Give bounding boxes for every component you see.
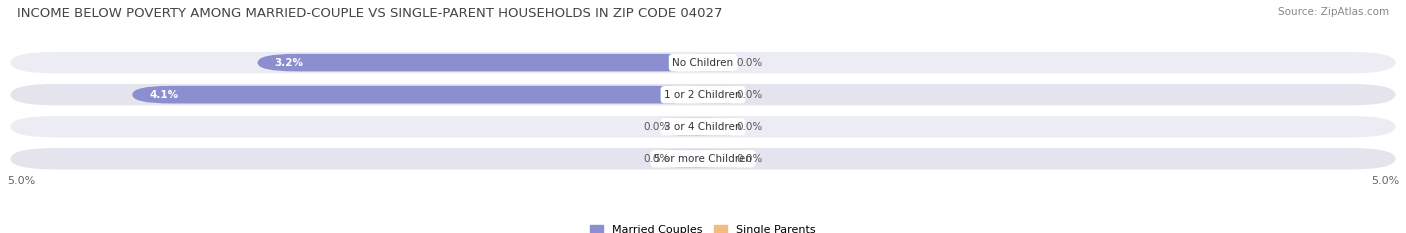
Text: 0.0%: 0.0%	[737, 90, 762, 100]
FancyBboxPatch shape	[690, 86, 741, 103]
Text: 0.0%: 0.0%	[737, 154, 762, 164]
Text: 1 or 2 Children: 1 or 2 Children	[664, 90, 742, 100]
FancyBboxPatch shape	[690, 118, 741, 136]
FancyBboxPatch shape	[665, 150, 716, 168]
Text: 5.0%: 5.0%	[1371, 176, 1399, 186]
Text: 3 or 4 Children: 3 or 4 Children	[664, 122, 742, 132]
Text: 5.0%: 5.0%	[7, 176, 35, 186]
Text: 0.0%: 0.0%	[644, 122, 669, 132]
Legend: Married Couples, Single Parents: Married Couples, Single Parents	[586, 220, 820, 233]
FancyBboxPatch shape	[132, 86, 703, 103]
Text: Source: ZipAtlas.com: Source: ZipAtlas.com	[1278, 7, 1389, 17]
FancyBboxPatch shape	[10, 116, 1396, 137]
Text: 0.0%: 0.0%	[737, 58, 762, 68]
Text: 3.2%: 3.2%	[274, 58, 304, 68]
FancyBboxPatch shape	[690, 54, 741, 72]
FancyBboxPatch shape	[10, 148, 1396, 169]
FancyBboxPatch shape	[665, 118, 716, 136]
FancyBboxPatch shape	[10, 84, 1396, 105]
FancyBboxPatch shape	[690, 150, 741, 168]
FancyBboxPatch shape	[10, 52, 1396, 73]
FancyBboxPatch shape	[257, 54, 703, 72]
Text: No Children: No Children	[672, 58, 734, 68]
Text: INCOME BELOW POVERTY AMONG MARRIED-COUPLE VS SINGLE-PARENT HOUSEHOLDS IN ZIP COD: INCOME BELOW POVERTY AMONG MARRIED-COUPL…	[17, 7, 723, 20]
Text: 0.0%: 0.0%	[644, 154, 669, 164]
Text: 0.0%: 0.0%	[737, 122, 762, 132]
Text: 5 or more Children: 5 or more Children	[654, 154, 752, 164]
Text: 4.1%: 4.1%	[149, 90, 179, 100]
